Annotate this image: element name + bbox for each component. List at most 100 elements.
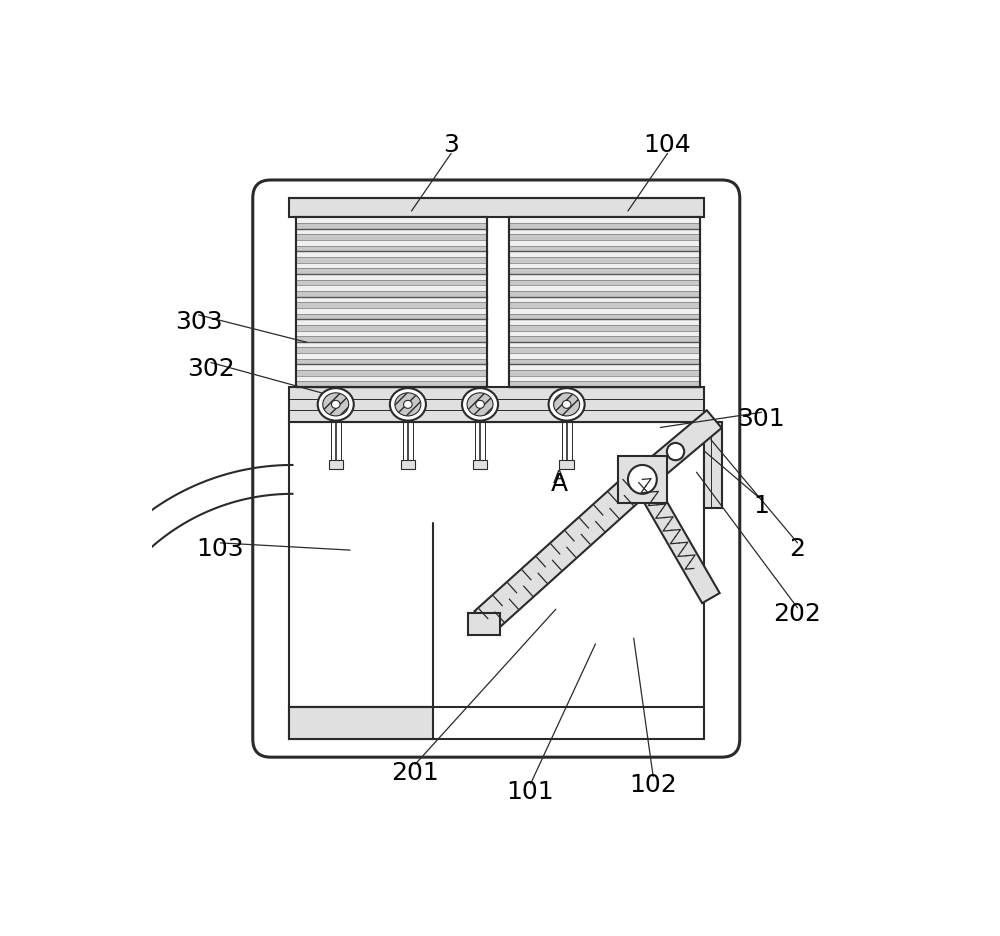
Bar bbox=[296, 326, 487, 331]
Bar bbox=[296, 348, 487, 354]
Bar bbox=[509, 371, 700, 376]
Text: 101: 101 bbox=[507, 780, 554, 803]
Text: 2: 2 bbox=[789, 536, 805, 561]
Polygon shape bbox=[634, 475, 720, 604]
Bar bbox=[509, 359, 700, 365]
Bar bbox=[296, 309, 487, 314]
Bar bbox=[509, 246, 700, 252]
Bar bbox=[509, 241, 700, 246]
Bar bbox=[296, 263, 487, 269]
Bar bbox=[296, 371, 487, 376]
Bar bbox=[473, 461, 487, 469]
Polygon shape bbox=[635, 411, 722, 489]
Bar bbox=[509, 224, 700, 229]
Text: 202: 202 bbox=[774, 601, 821, 625]
Bar bbox=[509, 337, 700, 343]
Polygon shape bbox=[475, 469, 652, 633]
Bar bbox=[509, 269, 700, 275]
Ellipse shape bbox=[390, 388, 426, 421]
Bar bbox=[509, 331, 700, 337]
Circle shape bbox=[667, 444, 684, 461]
Bar bbox=[704, 422, 722, 509]
Bar bbox=[289, 198, 704, 218]
Bar bbox=[509, 382, 700, 388]
Bar bbox=[296, 337, 487, 343]
Bar bbox=[296, 286, 487, 292]
Bar bbox=[296, 382, 487, 388]
Bar bbox=[509, 309, 700, 314]
Bar bbox=[509, 218, 700, 388]
Bar bbox=[509, 303, 700, 309]
Bar bbox=[509, 263, 700, 269]
Ellipse shape bbox=[395, 393, 421, 417]
Bar bbox=[296, 359, 487, 365]
Ellipse shape bbox=[318, 388, 354, 421]
Bar bbox=[509, 257, 700, 263]
Bar bbox=[509, 229, 700, 235]
Bar bbox=[296, 281, 487, 286]
Bar bbox=[296, 275, 487, 281]
Bar bbox=[296, 257, 487, 263]
Bar bbox=[296, 229, 487, 235]
Ellipse shape bbox=[554, 393, 580, 417]
Bar bbox=[296, 218, 487, 388]
Bar bbox=[296, 365, 487, 371]
Ellipse shape bbox=[462, 388, 498, 421]
Bar bbox=[296, 235, 487, 241]
Bar bbox=[296, 298, 487, 303]
Ellipse shape bbox=[549, 388, 585, 421]
Bar bbox=[296, 224, 487, 229]
Bar bbox=[509, 326, 700, 331]
Bar bbox=[509, 343, 700, 348]
Bar bbox=[289, 707, 433, 739]
Text: 103: 103 bbox=[196, 536, 244, 561]
Ellipse shape bbox=[323, 393, 349, 417]
Bar bbox=[509, 218, 700, 224]
Bar bbox=[289, 422, 704, 739]
Bar bbox=[509, 218, 700, 388]
Bar bbox=[509, 281, 700, 286]
Bar bbox=[296, 354, 487, 359]
Ellipse shape bbox=[476, 401, 484, 409]
Bar bbox=[509, 252, 700, 257]
Bar bbox=[559, 461, 574, 469]
FancyBboxPatch shape bbox=[253, 181, 740, 757]
Text: 3: 3 bbox=[443, 133, 459, 156]
Bar bbox=[509, 298, 700, 303]
Bar bbox=[296, 252, 487, 257]
Bar bbox=[289, 388, 704, 422]
Text: 104: 104 bbox=[644, 133, 691, 156]
Bar bbox=[509, 376, 700, 382]
Text: 303: 303 bbox=[175, 309, 222, 333]
Text: A: A bbox=[553, 469, 566, 487]
Bar bbox=[509, 286, 700, 292]
Text: 1: 1 bbox=[753, 493, 769, 517]
Bar bbox=[509, 275, 700, 281]
Bar bbox=[509, 314, 700, 320]
Bar bbox=[329, 461, 343, 469]
Ellipse shape bbox=[331, 401, 340, 409]
Bar bbox=[296, 292, 487, 298]
Bar bbox=[296, 218, 487, 388]
Bar bbox=[296, 376, 487, 382]
Bar bbox=[509, 320, 700, 326]
Circle shape bbox=[628, 465, 657, 494]
Bar bbox=[509, 348, 700, 354]
Bar bbox=[509, 292, 700, 298]
Bar bbox=[296, 320, 487, 326]
Bar bbox=[296, 269, 487, 275]
Bar bbox=[296, 241, 487, 246]
Ellipse shape bbox=[562, 401, 571, 409]
Text: 301: 301 bbox=[738, 406, 785, 431]
Bar bbox=[296, 343, 487, 348]
Text: 302: 302 bbox=[187, 357, 235, 380]
Bar bbox=[618, 457, 667, 504]
Bar bbox=[468, 613, 500, 636]
Bar bbox=[296, 303, 487, 309]
Bar bbox=[296, 314, 487, 320]
Bar bbox=[509, 354, 700, 359]
Bar bbox=[509, 365, 700, 371]
Text: 201: 201 bbox=[391, 760, 439, 783]
Bar bbox=[296, 218, 487, 224]
Text: A: A bbox=[551, 472, 568, 495]
